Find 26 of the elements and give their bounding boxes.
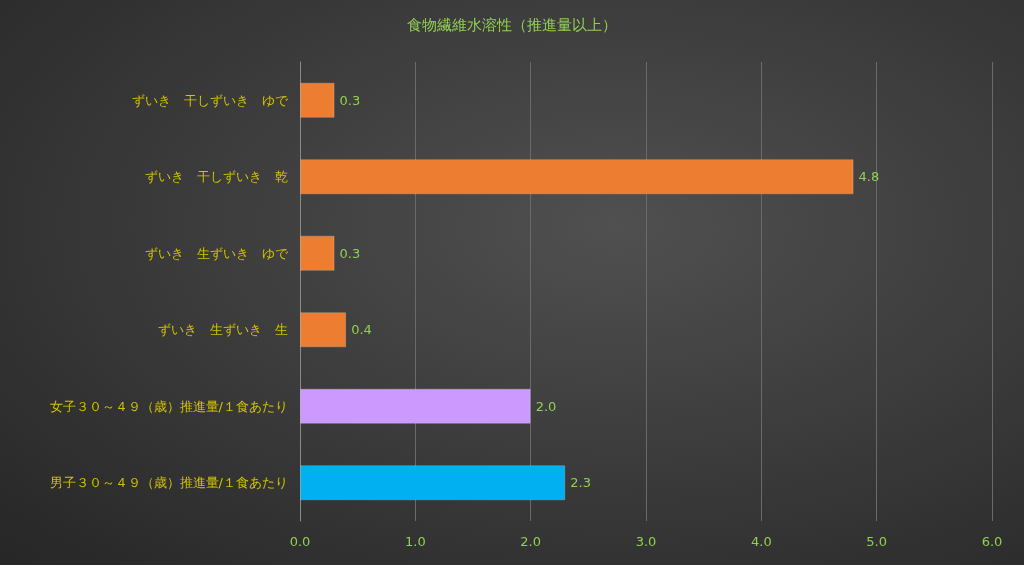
y-tick-label: ずいき 干しずいき ゆで xyxy=(132,92,289,108)
data-label: 0.3 xyxy=(339,92,361,108)
text: 5.0 xyxy=(866,534,888,549)
text: 0.0 xyxy=(289,534,311,549)
y-tick-label: 男子３０～４９（歳）推進量/１食あたり xyxy=(49,475,288,491)
bar xyxy=(300,312,347,348)
text: 3.0 xyxy=(635,534,657,549)
chart-title: 食物繊維水溶性（推進量以上） xyxy=(407,15,617,34)
y-tick-label: ずいき 生ずいき 生 xyxy=(158,322,288,338)
y-tick-label: ずいき 生ずいき ゆで xyxy=(145,245,289,261)
text: 4.0 xyxy=(750,534,772,549)
data-label: 2.0 xyxy=(535,398,557,414)
data-label: 0.4 xyxy=(351,322,372,338)
bar xyxy=(300,82,335,118)
y-tick-label: 女子３０～４９（歳）推進量/１食あたり xyxy=(49,398,288,414)
text: 1.0 xyxy=(404,534,426,549)
bar xyxy=(300,235,335,271)
bar xyxy=(300,388,531,424)
bar xyxy=(300,465,566,501)
text: 6.0 xyxy=(981,534,1003,549)
data-label: 4.8 xyxy=(858,169,880,185)
bar xyxy=(300,159,854,195)
y-tick-label: ずいき 干しずいき 乾 xyxy=(145,169,288,185)
text: 2.0 xyxy=(520,534,542,549)
data-label: 2.3 xyxy=(570,475,591,491)
data-label: 0.3 xyxy=(339,245,361,261)
